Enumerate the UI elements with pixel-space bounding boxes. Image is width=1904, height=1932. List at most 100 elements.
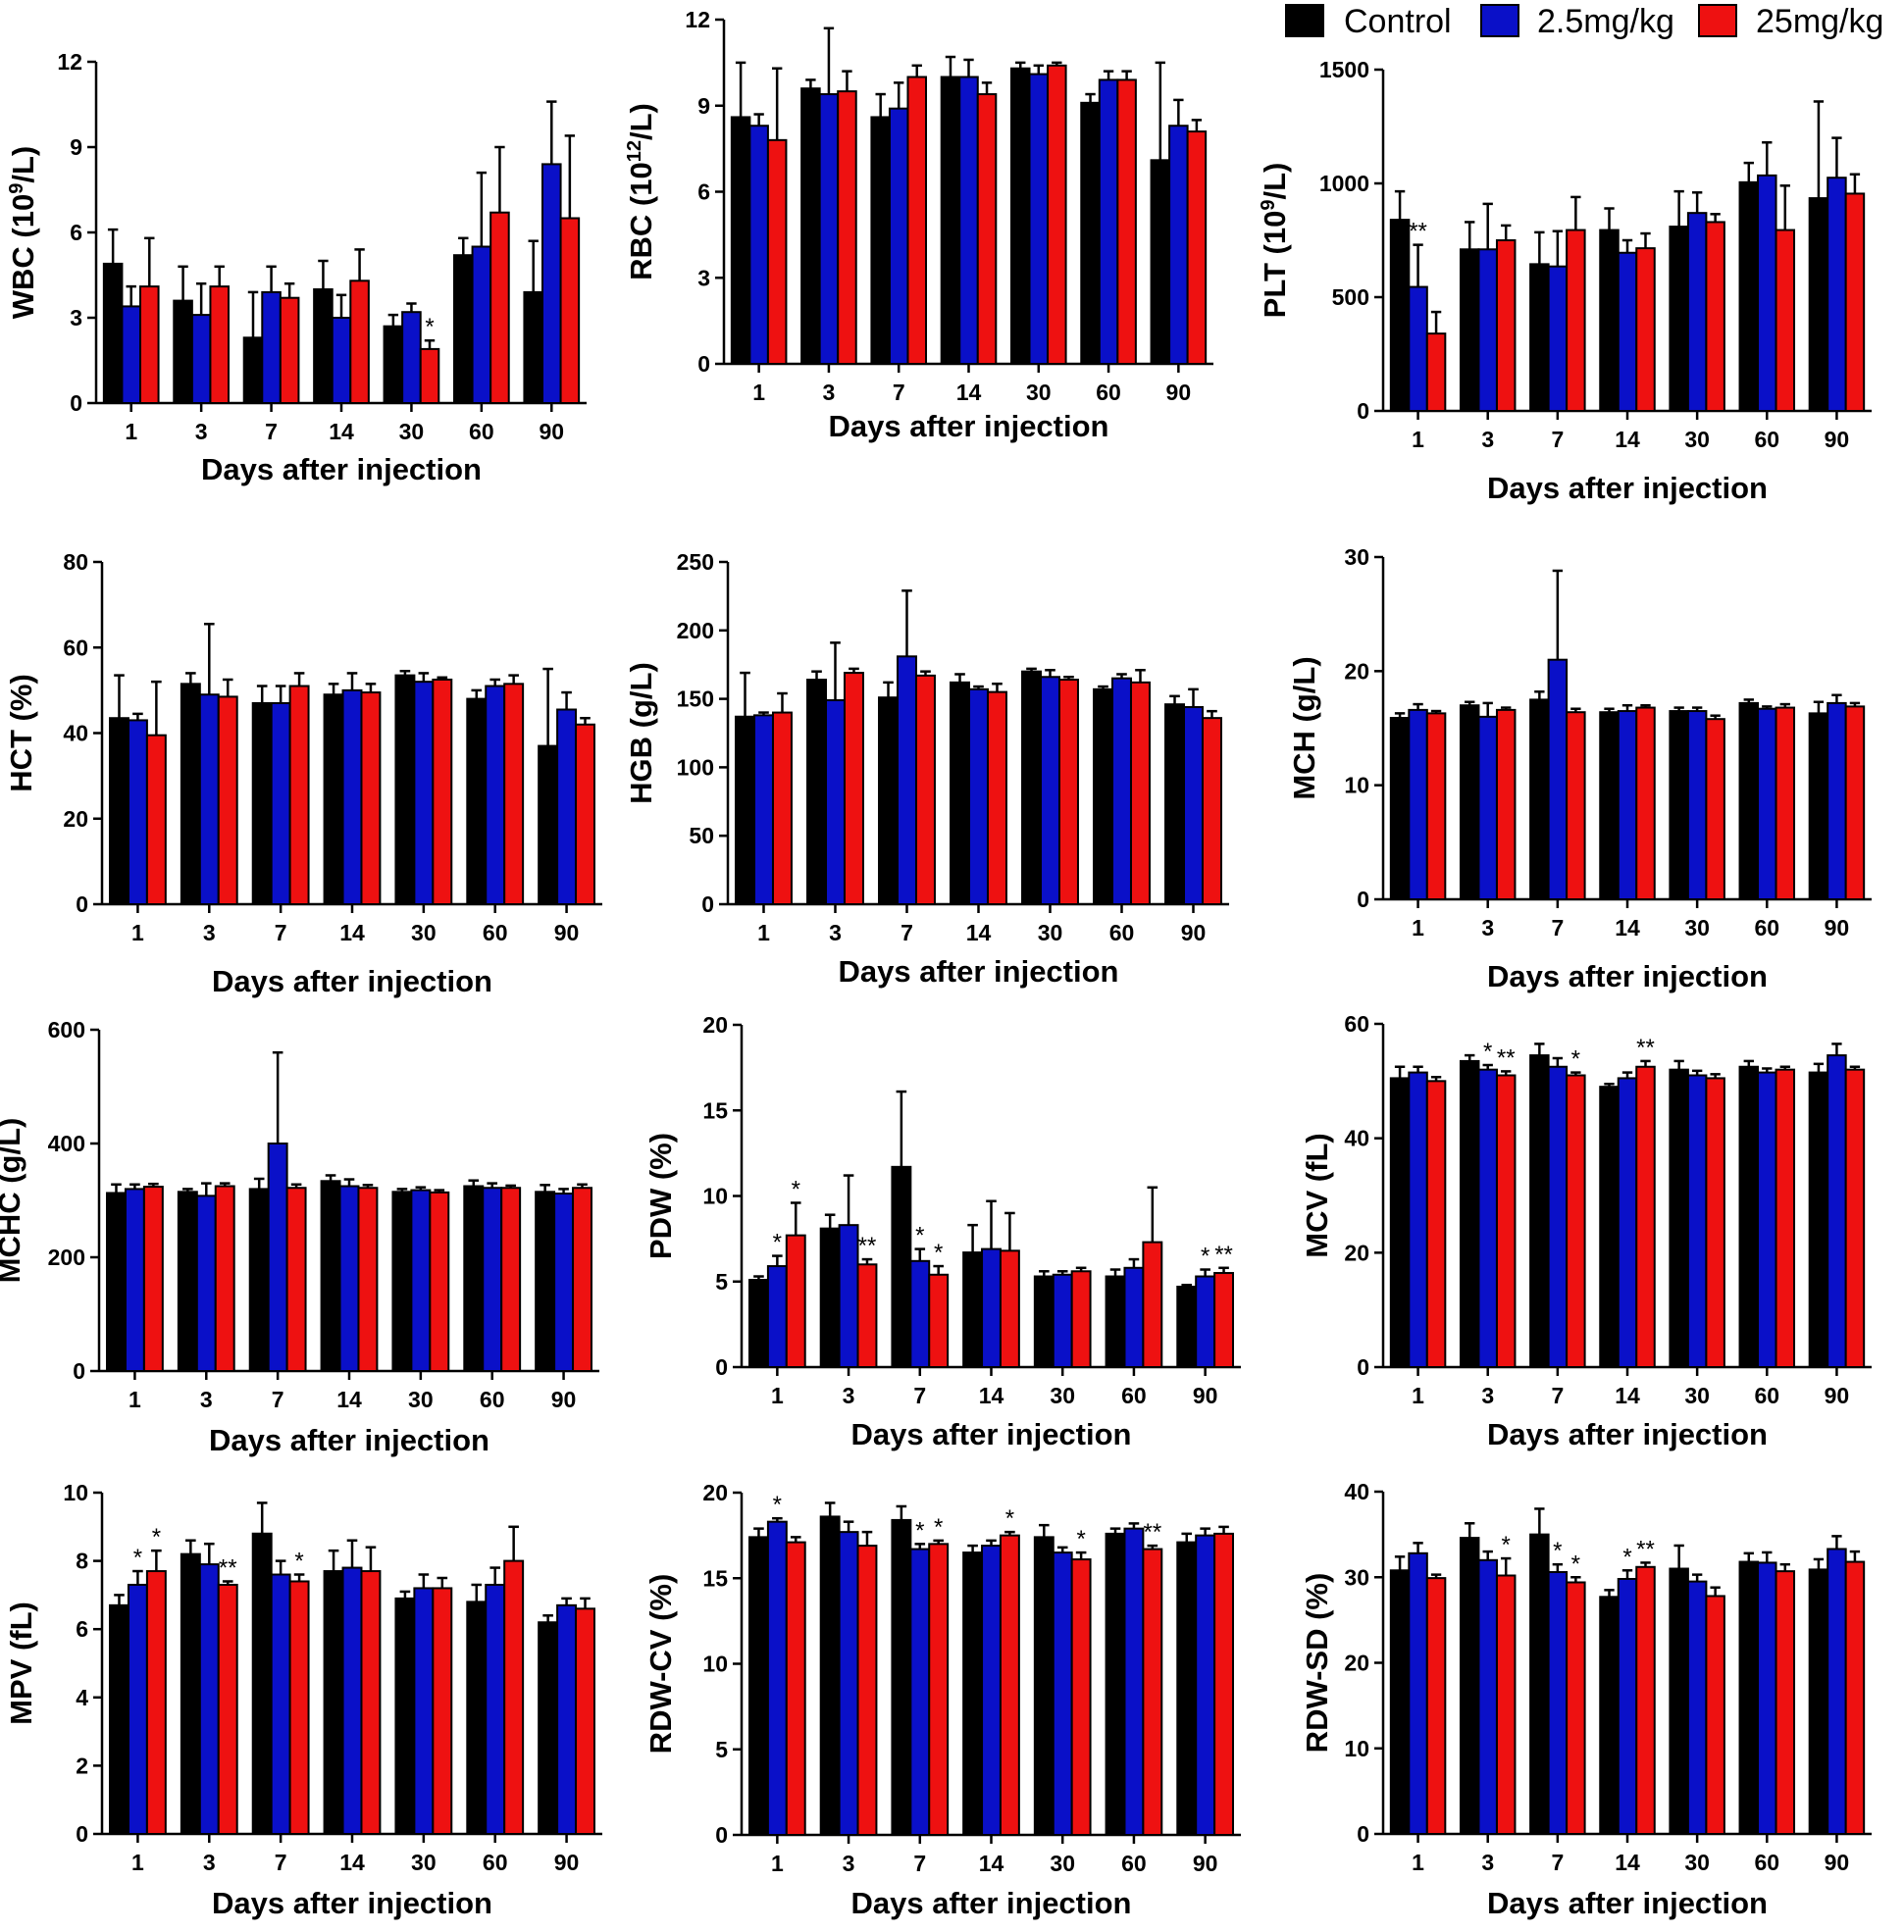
y-tick-label: 30 [1344,544,1369,570]
bar-plt-25mgkg-day14 [1617,251,1638,413]
bar-mpv-25mgkg-day3 [217,1583,238,1835]
bar-mch-25mgkg-day3 [1477,715,1498,900]
y-axis-title: HCT (%) [4,674,38,792]
y-tick-label: 1500 [1319,57,1369,82]
significance-marker: * [152,1524,161,1551]
significance-marker: ** [1636,1536,1655,1562]
significance-marker: * [1571,1046,1580,1073]
chart-plt: 0 500 1000 1500 PLT (109/L) 1 3 7 14 30 60 90 ** Days… [1258,57,1872,505]
bar-rbc-control-day60 [1080,101,1101,365]
y-tick-label: 6 [697,179,710,205]
bar-mpv-25mgkg-day30 [432,1587,453,1835]
bar-rdwcv-25mgkg-day30 [1070,1558,1092,1837]
x-tick-label: 1 [1412,915,1424,941]
x-tick-label: 3 [843,1851,855,1876]
chart-rbc: 0 3 6 9 12 RBC (1012/L) 1 3 7 14 30 60 90 Days after … [624,7,1213,443]
bar-mcv-25mgkg-day7 [1566,1074,1586,1368]
significance-marker: * [915,1223,924,1249]
x-axis-title: Days after injection [212,964,492,998]
bar-rdwcv-control-day30 [1033,1536,1055,1836]
bar-rdwsd-25mgkg-day90 [1827,1548,1847,1836]
bar-rbc-25mgkg-day30 [1028,73,1050,365]
x-tick-label: 60 [1096,380,1121,405]
y-tick-label: 100 [677,754,714,780]
y-tick-label: 0 [76,891,88,917]
y-tick-label: 80 [63,549,88,575]
bar-rdwsd-25mgkg-day60 [1775,1570,1796,1835]
x-tick-label: 3 [203,1850,216,1875]
x-tick-label: 7 [272,1387,284,1412]
bar-mcv-25mgkg-day3 [1477,1068,1498,1368]
x-tick-label: 90 [1825,427,1850,452]
bar-mcv-control-day90 [1808,1071,1829,1369]
y-tick-label: 0 [1357,398,1369,424]
bar-hct-25mgkg-day1 [127,719,148,905]
bar-rdwcv-control-day14 [962,1551,984,1836]
chart-wbc: 0 3 6 9 12 WBC (109/L) 1 3 7 14 30 60 90 * Days after … [6,49,587,486]
bar-mch-25mgkg-day60 [1775,706,1796,900]
bar-rdwsd-control-day90 [1808,1568,1829,1835]
bar-plt-control-day60 [1738,180,1760,412]
bar-pdw-control-day60 [1105,1275,1126,1369]
bar-wbc-25mgkg-day30 [419,347,440,404]
x-tick-label: 1 [1412,1850,1424,1875]
bar-mpv-25mgkg-day60 [485,1583,506,1835]
x-axis-title: Days after injection [829,409,1109,443]
x-tick-label: 1 [131,920,144,945]
bar-hgb-25mgkg-day60 [1129,681,1151,906]
bar-rdwsd-control-day1 [1389,1569,1411,1836]
x-tick-label: 7 [275,920,287,945]
chart-hgb: 0 50 100 150 200 250 HGB (g/L) 1 3 7 14 30 60 90 Days … [624,549,1229,989]
x-tick-label: 60 [1121,1383,1147,1408]
bar-mcv-25mgkg-day3 [1495,1074,1517,1368]
bar-wbc-25mgkg-day7 [261,290,282,404]
y-tick-label: 4 [76,1685,88,1710]
x-tick-label: 3 [1481,427,1494,452]
bar-hct-25mgkg-day90 [575,723,595,906]
y-tick-label: 200 [48,1245,85,1270]
bar-rdwcv-25mgkg-day1 [766,1520,788,1837]
significance-marker: * [934,1240,943,1266]
x-tick-label: 14 [1615,1850,1640,1875]
bar-wbc-25mgkg-day90 [541,163,562,404]
bar-rdwsd-control-day7 [1529,1533,1550,1835]
bar-plt-control-day14 [1599,229,1620,412]
bar-rdwcv-25mgkg-day1 [785,1541,806,1836]
bar-hgb-25mgkg-day60 [1111,677,1132,905]
x-tick-label: 90 [1825,915,1850,941]
y-tick-label: 12 [57,49,82,75]
x-tick-label: 30 [1684,427,1710,452]
x-tick-label: 30 [411,920,437,945]
x-tick-label: 14 [339,920,365,945]
bar-rdwcv-25mgkg-day7 [909,1548,931,1836]
significance-marker: * [1553,1538,1562,1564]
bar-mcv-25mgkg-day1 [1408,1071,1428,1369]
bar-mch-25mgkg-day90 [1844,705,1866,900]
bar-pdw-control-day30 [1033,1275,1055,1369]
x-tick-label: 90 [551,1387,577,1412]
bar-rbc-25mgkg-day14 [976,93,998,366]
x-tick-label: 90 [1825,1850,1850,1875]
x-tick-label: 60 [480,1387,505,1412]
bar-mchc-25mgkg-day90 [553,1193,575,1373]
bar-hct-25mgkg-day30 [413,681,435,906]
bar-rbc-25mgkg-day30 [1047,64,1067,366]
y-tick-label: 20 [1344,658,1369,684]
bar-mch-control-day30 [1669,710,1689,900]
significance-marker: * [1571,1551,1580,1577]
bar-hct-control-day1 [109,717,129,906]
x-tick-label: 90 [1193,1851,1218,1876]
y-tick-label: 10 [702,1652,728,1677]
y-tick-label: 0 [73,1358,85,1384]
bar-rbc-control-day1 [730,116,751,365]
bar-plt-control-day90 [1808,197,1829,412]
bar-rbc-25mgkg-day7 [888,107,909,366]
bar-pdw-control-day90 [1176,1285,1198,1368]
significance-marker: * [1076,1526,1085,1552]
y-tick-label: 5 [715,1269,728,1295]
bar-mpv-25mgkg-day7 [288,1580,310,1835]
bar-mchc-control-day14 [320,1180,341,1373]
x-axis-title: Days after injection [1487,959,1768,993]
bar-wbc-control-day3 [173,299,193,405]
